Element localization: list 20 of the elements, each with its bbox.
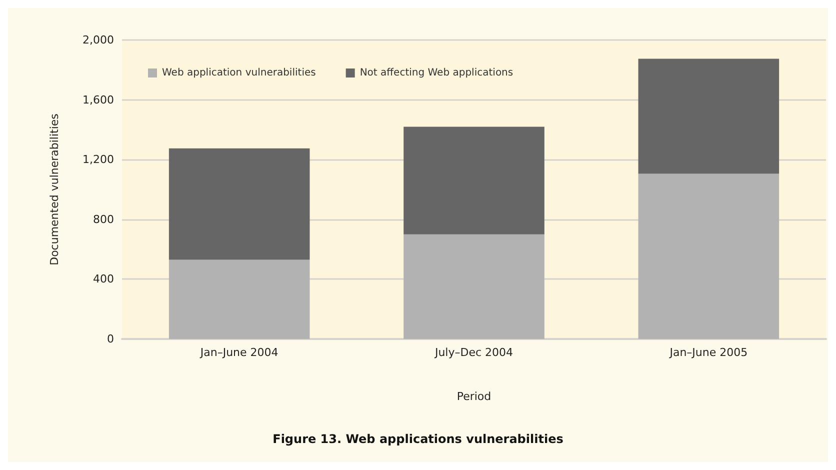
x-axis-title: Period	[456, 390, 492, 403]
bar	[404, 234, 544, 339]
y-tick-label: 1,200	[82, 153, 114, 166]
bar	[404, 126, 544, 234]
y-tick-label: 1,600	[82, 93, 114, 106]
bar	[638, 58, 780, 174]
bar	[168, 260, 310, 339]
y-tick-label: 800	[93, 212, 114, 226]
x-tick-label: July–Dec 2004	[434, 346, 514, 359]
y-tick-label: 400	[93, 272, 114, 286]
y-axis-title: Documented vulnerabilities	[48, 113, 61, 266]
bar	[168, 148, 310, 260]
legend-label: Web application vulnerabilities	[162, 68, 316, 78]
text: Figure 13. Web applications vulnerabilities	[272, 432, 564, 446]
y-tick-label: 2,000	[82, 34, 114, 46]
y-tick-label: 0	[107, 332, 114, 346]
x-tick-label: Jan–June 2005	[668, 346, 748, 359]
bar	[638, 174, 780, 339]
legend-label: Not affecting Web applications	[360, 68, 514, 78]
x-tick-label: Jan–June 2004	[199, 346, 278, 359]
